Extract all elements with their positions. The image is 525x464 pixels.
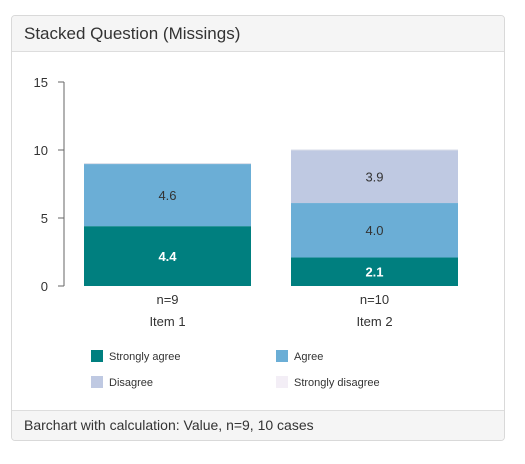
bar-segment [84,226,251,286]
data-label: 4.6 [158,188,176,203]
data-label: 4.4 [158,249,177,264]
y-tick-label: 10 [34,143,48,158]
panel-header: Stacked Question (Missings) [12,16,504,52]
y-tick-label: 0 [41,279,48,294]
y-tick-label: 5 [41,211,48,226]
panel-footer: Barchart with calculation: Value, n=9, 1… [12,410,504,440]
data-label: 2.1 [365,265,383,280]
category-count-label: n=9 [156,292,178,307]
y-tick-label: 15 [34,75,48,90]
legend-label: Agree [294,351,323,363]
category-label: Item 2 [356,314,392,329]
bar-segment [291,257,458,286]
legend-swatch [276,350,288,362]
bar-segment [291,203,458,258]
legend-swatch [91,350,103,362]
bar-segment [84,163,251,227]
data-label: 4.0 [365,223,383,238]
category-label: Item 1 [149,314,185,329]
category-count-label: n=10 [360,292,389,307]
legend-swatch [91,376,103,388]
panel-footer-text: Barchart with calculation: Value, n=9, 1… [24,417,314,433]
legend-label: Strongly agree [109,351,181,363]
legend-label: Strongly disagree [294,377,380,389]
legend-label: Disagree [109,377,153,389]
data-label: 3.9 [365,170,383,185]
legend-swatch [276,376,288,388]
panel-title: Stacked Question (Missings) [24,24,241,43]
bar-segment [291,150,458,204]
